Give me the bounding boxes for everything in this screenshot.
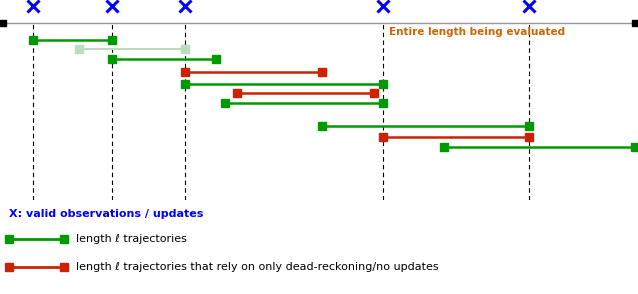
- Text: length ℓ trajectories that rely on only dead-reckoning/no updates: length ℓ trajectories that rely on only …: [76, 262, 438, 272]
- Text: X: valid observations / updates: X: valid observations / updates: [9, 209, 204, 219]
- Text: Entire length being evaluated: Entire length being evaluated: [389, 27, 565, 37]
- Text: length ℓ trajectories: length ℓ trajectories: [76, 234, 187, 244]
